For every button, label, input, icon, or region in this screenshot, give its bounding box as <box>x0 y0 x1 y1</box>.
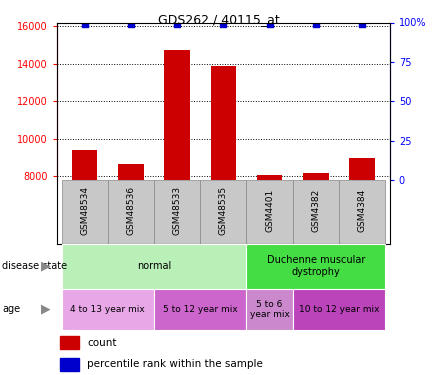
FancyBboxPatch shape <box>62 289 154 330</box>
FancyBboxPatch shape <box>154 289 247 330</box>
Text: GSM4401: GSM4401 <box>265 189 274 232</box>
Bar <box>257 176 283 180</box>
Text: GSM4382: GSM4382 <box>311 189 320 232</box>
Text: Duchenne muscular
dystrophy: Duchenne muscular dystrophy <box>267 255 365 277</box>
FancyBboxPatch shape <box>200 180 247 244</box>
Point <box>173 21 180 27</box>
Text: normal: normal <box>137 261 171 271</box>
Text: count: count <box>87 338 117 348</box>
Text: GSM48536: GSM48536 <box>127 186 135 235</box>
Text: GSM4384: GSM4384 <box>357 189 367 232</box>
FancyBboxPatch shape <box>108 180 154 244</box>
Bar <box>60 336 78 349</box>
Point <box>127 21 134 27</box>
Bar <box>303 172 328 180</box>
Text: disease state: disease state <box>2 261 67 271</box>
Point <box>81 21 88 27</box>
FancyBboxPatch shape <box>247 289 293 330</box>
Point <box>220 21 227 27</box>
Bar <box>60 358 78 370</box>
Text: age: age <box>2 304 20 314</box>
FancyBboxPatch shape <box>293 180 339 244</box>
Bar <box>211 66 236 180</box>
FancyBboxPatch shape <box>339 180 385 244</box>
Bar <box>72 150 97 180</box>
Point <box>312 21 319 27</box>
FancyBboxPatch shape <box>293 289 385 330</box>
FancyBboxPatch shape <box>62 244 247 289</box>
Bar <box>118 164 144 180</box>
FancyBboxPatch shape <box>247 244 385 289</box>
Point <box>266 21 273 27</box>
Text: 10 to 12 year mix: 10 to 12 year mix <box>299 305 379 314</box>
Text: GSM48533: GSM48533 <box>173 186 182 235</box>
Text: ▶: ▶ <box>41 303 51 316</box>
Text: 4 to 13 year mix: 4 to 13 year mix <box>71 305 145 314</box>
Text: GSM48534: GSM48534 <box>80 186 89 235</box>
Text: ▶: ▶ <box>41 260 51 273</box>
FancyBboxPatch shape <box>247 180 293 244</box>
Text: 5 to 12 year mix: 5 to 12 year mix <box>163 305 238 314</box>
Text: percentile rank within the sample: percentile rank within the sample <box>87 359 263 369</box>
FancyBboxPatch shape <box>62 180 108 244</box>
FancyBboxPatch shape <box>154 180 200 244</box>
Text: GDS262 / 40115_at: GDS262 / 40115_at <box>158 13 280 26</box>
Text: GSM48535: GSM48535 <box>219 186 228 235</box>
Bar <box>164 50 190 180</box>
Point <box>359 21 366 27</box>
Text: 5 to 6
year mix: 5 to 6 year mix <box>250 300 290 319</box>
Bar <box>350 158 375 180</box>
